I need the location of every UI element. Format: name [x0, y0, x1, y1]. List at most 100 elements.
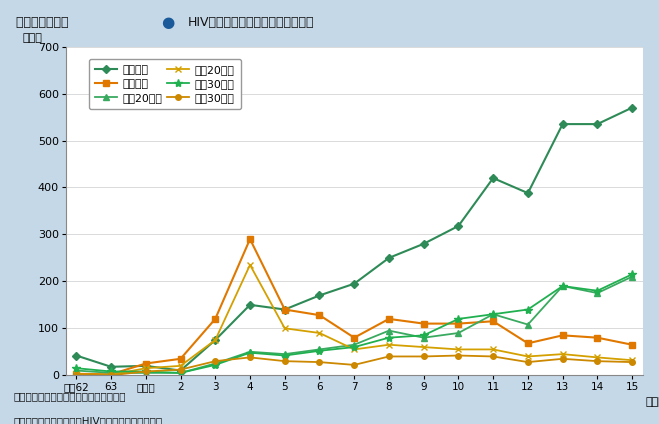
- 女扂30歳代: [489, 354, 497, 359]
- 女扂30歳代: [524, 360, 532, 365]
- 女性総数: [351, 335, 358, 340]
- 男扂20歳代: [316, 347, 324, 352]
- 女扂20歳代: [420, 345, 428, 350]
- Text: ●: ●: [161, 15, 174, 31]
- Text: ２．各年の新規HIV感染者報告数である。: ２．各年の新規HIV感染者報告数である。: [13, 416, 162, 424]
- 男扂20歳代: [177, 370, 185, 375]
- 男扂30歳代: [489, 312, 497, 317]
- 男扂20歳代: [593, 290, 601, 296]
- 女扂20歳代: [142, 365, 150, 371]
- 男性総数: [524, 190, 532, 195]
- 男扂30歳代: [212, 363, 219, 368]
- 男扂20歳代: [455, 330, 463, 335]
- 女扂30歳代: [72, 372, 80, 377]
- Text: （人）: （人）: [22, 33, 43, 43]
- 女扂30歳代: [212, 359, 219, 364]
- 男扂20歳代: [246, 349, 254, 354]
- 男性総数: [628, 105, 636, 110]
- 女扂20歳代: [628, 358, 636, 363]
- 女扂30歳代: [385, 354, 393, 359]
- 女扂30歳代: [107, 373, 115, 378]
- 男扂30歳代: [628, 272, 636, 277]
- 男扂30歳代: [559, 284, 567, 289]
- 女扂20歳代: [316, 330, 324, 335]
- 男扂20歳代: [281, 351, 289, 357]
- 女性総数: [107, 372, 115, 377]
- 女性総数: [142, 361, 150, 366]
- 女扂30歳代: [281, 359, 289, 364]
- Line: 男扂20歳代: 男扂20歳代: [73, 273, 635, 377]
- 男扂30歳代: [524, 307, 532, 312]
- 男性総数: [281, 307, 289, 312]
- 女扂20歳代: [559, 351, 567, 357]
- 女扂20歳代: [489, 347, 497, 352]
- 男扂20歳代: [72, 368, 80, 373]
- 男扂30歳代: [246, 350, 254, 355]
- Line: 女性総数: 女性総数: [74, 236, 635, 377]
- 女性総数: [212, 316, 219, 321]
- 女扂20歳代: [177, 363, 185, 368]
- 女扂30歳代: [593, 359, 601, 364]
- 男扂30歳代: [316, 348, 324, 353]
- 男性総数: [177, 368, 185, 373]
- 男扂20歳代: [107, 370, 115, 375]
- 男扂20歳代: [351, 342, 358, 347]
- 女扂30歳代: [559, 356, 567, 361]
- 女扂30歳代: [142, 369, 150, 374]
- 男性総数: [316, 293, 324, 298]
- 女扂30歳代: [316, 360, 324, 365]
- 男扂20歳代: [524, 322, 532, 327]
- 男扂30歳代: [177, 370, 185, 375]
- 女性総数: [559, 333, 567, 338]
- 女扂30歳代: [177, 367, 185, 372]
- 女性総数: [72, 371, 80, 377]
- 男扂20歳代: [489, 312, 497, 317]
- Text: （年）: （年）: [645, 396, 659, 407]
- 女扂20歳代: [524, 354, 532, 359]
- 男扂30歳代: [385, 335, 393, 340]
- 女性総数: [489, 319, 497, 324]
- 女性総数: [628, 342, 636, 347]
- 男性総数: [351, 281, 358, 286]
- 女扂20歳代: [246, 262, 254, 268]
- 男扂20歳代: [628, 274, 636, 279]
- 女扂30歳代: [420, 354, 428, 359]
- 男扂30歳代: [72, 365, 80, 371]
- 女扂20歳代: [385, 342, 393, 347]
- 男性総数: [593, 122, 601, 127]
- 男扂20歳代: [385, 328, 393, 333]
- 男性総数: [212, 338, 219, 343]
- 男性総数: [455, 223, 463, 229]
- 女性総数: [455, 321, 463, 326]
- 女性総数: [316, 312, 324, 318]
- 女性総数: [246, 237, 254, 242]
- 女扂20歳代: [281, 326, 289, 331]
- 女性総数: [420, 321, 428, 326]
- 男扂20歳代: [420, 335, 428, 340]
- 男扂30歳代: [142, 369, 150, 374]
- 女扂20歳代: [212, 338, 219, 343]
- 女扂20歳代: [351, 347, 358, 352]
- 女性総数: [385, 316, 393, 321]
- 女性総数: [281, 307, 289, 312]
- Line: 女扂30歳代: 女扂30歳代: [74, 353, 635, 378]
- 男扂30歳代: [593, 288, 601, 293]
- 男性総数: [559, 122, 567, 127]
- 女扂30歳代: [455, 353, 463, 358]
- 男性総数: [72, 353, 80, 358]
- 女扂30歳代: [351, 363, 358, 368]
- 女扂30歳代: [246, 355, 254, 360]
- Text: （備考）１．厚生労働省資料より作成。: （備考）１．厚生労働省資料より作成。: [13, 392, 126, 402]
- 女扂20歳代: [455, 347, 463, 352]
- 男性総数: [385, 255, 393, 260]
- Line: 女扂20歳代: 女扂20歳代: [73, 262, 635, 378]
- 男扂20歳代: [212, 361, 219, 366]
- 男性総数: [142, 363, 150, 368]
- Text: HIV感染者の性別，年代別年次推移: HIV感染者の性別，年代別年次推移: [188, 17, 314, 29]
- 男扂30歳代: [420, 333, 428, 338]
- Text: 第１－６－３図: 第１－６－３図: [16, 17, 72, 29]
- 男扂20歳代: [142, 370, 150, 375]
- 男扂20歳代: [559, 284, 567, 289]
- 女性総数: [177, 356, 185, 361]
- 男扂30歳代: [455, 316, 463, 321]
